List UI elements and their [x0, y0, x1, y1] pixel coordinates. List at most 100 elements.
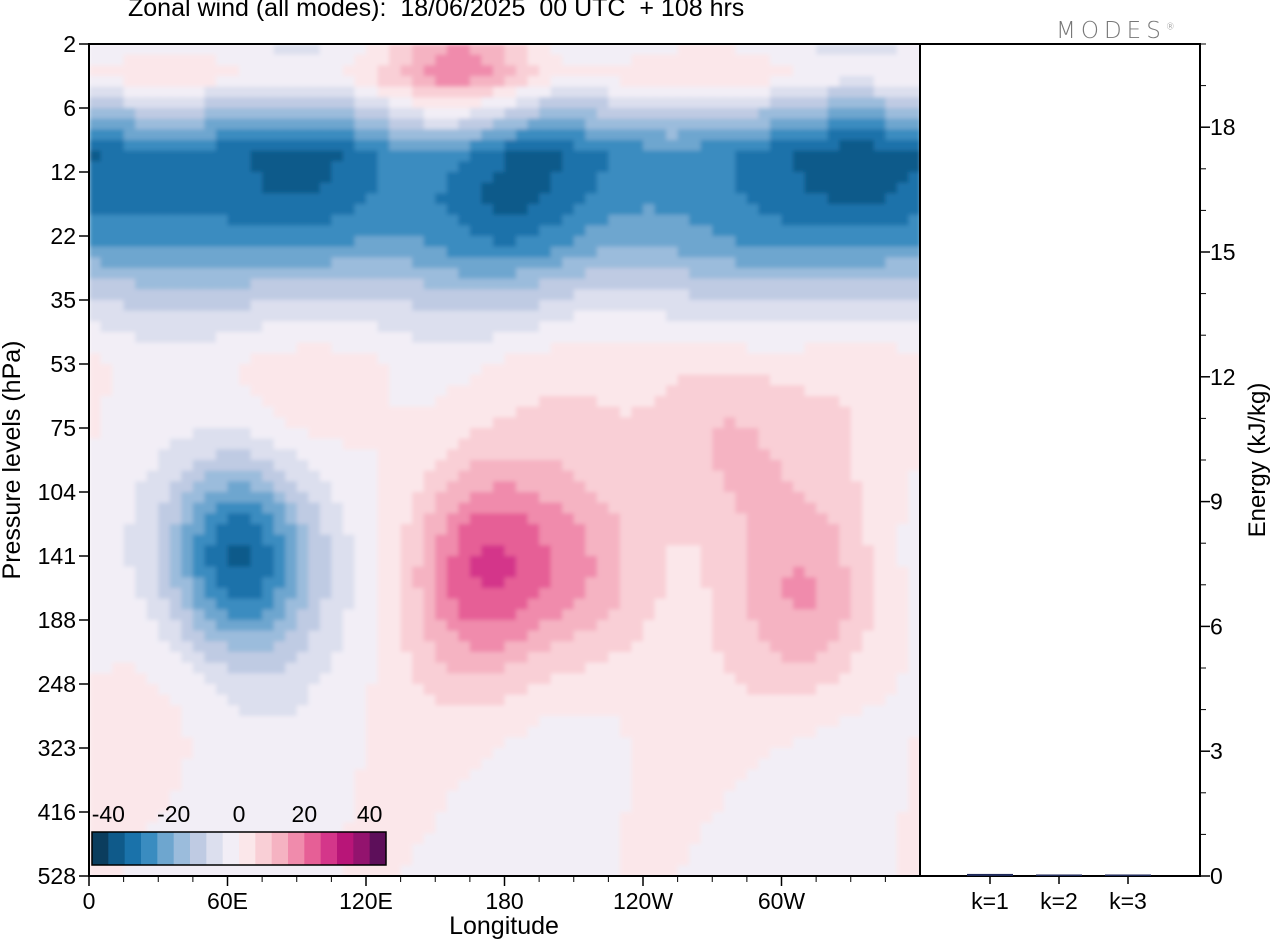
heatmap-cell — [100, 140, 114, 152]
heatmap-cell — [689, 556, 702, 568]
heatmap-cell — [527, 236, 541, 248]
heatmap-cell — [885, 310, 898, 323]
heatmap-cell — [873, 289, 887, 302]
heatmap-cell — [366, 300, 379, 312]
heatmap-cell — [677, 545, 691, 558]
heatmap-cell — [873, 726, 887, 739]
heatmap-cell — [596, 182, 610, 195]
heatmap-cell — [481, 310, 494, 323]
heatmap-cell — [389, 321, 402, 334]
heatmap-cell — [135, 353, 148, 366]
heatmap-cell — [573, 460, 587, 472]
heatmap-cell — [469, 737, 483, 750]
heatmap-cell — [573, 300, 587, 312]
heatmap-cell — [239, 182, 252, 195]
wind-heatmap — [89, 44, 920, 876]
heatmap-cell — [123, 470, 137, 483]
heatmap-cell — [700, 748, 714, 760]
heatmap-cell — [331, 545, 344, 558]
heatmap-cell — [285, 310, 298, 323]
heatmap-cell — [573, 182, 587, 195]
heatmap-cell — [516, 652, 529, 664]
heatmap-cell — [319, 332, 333, 344]
heatmap-cell — [781, 769, 795, 782]
heatmap-cell — [596, 620, 610, 632]
heatmap-cell — [262, 278, 275, 291]
heatmap-cell — [239, 172, 252, 184]
heatmap-cell — [619, 118, 633, 131]
heatmap-cell — [527, 673, 541, 686]
heatmap-cell — [666, 108, 679, 120]
heatmap-cell — [458, 364, 471, 376]
heatmap-cell — [89, 172, 102, 184]
heatmap-cell — [539, 86, 552, 99]
heatmap-cell — [654, 86, 668, 99]
heatmap-cell — [793, 598, 806, 611]
heatmap-cell — [666, 716, 679, 728]
heatmap-cell — [700, 97, 714, 110]
heatmap-cell — [723, 321, 737, 334]
heatmap-cell — [827, 417, 841, 430]
heatmap-cell — [769, 172, 783, 184]
heatmap-cell — [146, 620, 160, 632]
heatmap-cell — [215, 609, 229, 622]
heatmap-cell — [123, 694, 137, 707]
heatmap-cell — [677, 598, 691, 611]
heatmap-cell — [262, 641, 275, 654]
heatmap-cell — [839, 150, 852, 163]
heatmap-cell — [377, 257, 391, 270]
heatmap-cell — [377, 193, 391, 206]
heatmap-cell — [123, 118, 137, 131]
heatmap-cell — [769, 129, 783, 142]
heatmap-cell — [527, 577, 541, 590]
heatmap-cell — [227, 374, 241, 387]
heatmap-cell — [135, 652, 148, 664]
heatmap-cell — [608, 278, 621, 291]
heatmap-cell — [562, 321, 575, 334]
heatmap-cell — [758, 97, 771, 110]
heatmap-cell — [112, 374, 125, 387]
heatmap-cell — [712, 300, 725, 312]
heatmap-cell — [100, 566, 114, 579]
heatmap-cell — [666, 129, 679, 142]
heatmap-cell — [492, 161, 506, 174]
heatmap-cell — [389, 150, 402, 163]
heatmap-cell — [308, 694, 321, 707]
heatmap-cell — [319, 577, 333, 590]
heatmap-cell — [850, 694, 864, 707]
heatmap-cell — [227, 321, 241, 334]
heatmap-cell — [342, 588, 356, 600]
heatmap-cell — [181, 86, 194, 99]
heatmap-cell — [666, 673, 679, 686]
heatmap-cell — [769, 268, 783, 280]
heatmap-cell — [250, 321, 264, 334]
heatmap-cell — [573, 257, 587, 270]
heatmap-cell — [608, 737, 621, 750]
heatmap-cell — [850, 54, 864, 67]
heatmap-cell — [250, 278, 264, 291]
heatmap-cell — [446, 278, 460, 291]
heatmap-cell — [735, 300, 748, 312]
heatmap-cell — [123, 556, 137, 568]
heatmap-cell — [423, 150, 437, 163]
heatmap-cell — [354, 246, 367, 259]
heatmap-cell — [446, 609, 460, 622]
heatmap-cell — [158, 321, 171, 334]
heatmap-cell — [608, 97, 621, 110]
heatmap-cell — [123, 225, 137, 238]
heatmap-cell — [181, 300, 194, 312]
heatmap-cell — [896, 108, 910, 120]
heatmap-cell — [331, 193, 344, 206]
heatmap-cell — [89, 598, 102, 611]
heatmap-cell — [158, 673, 171, 686]
heatmap-cell — [492, 588, 506, 600]
heatmap-cell — [723, 385, 737, 398]
heatmap-cell — [873, 417, 887, 430]
heatmap-cell — [446, 566, 460, 579]
heatmap-cell — [585, 353, 598, 366]
heatmap-cell — [215, 758, 229, 771]
heatmap-cell — [827, 140, 841, 152]
heatmap-cell — [423, 396, 437, 408]
heatmap-cell — [700, 726, 714, 739]
heatmap-cell — [908, 321, 920, 334]
